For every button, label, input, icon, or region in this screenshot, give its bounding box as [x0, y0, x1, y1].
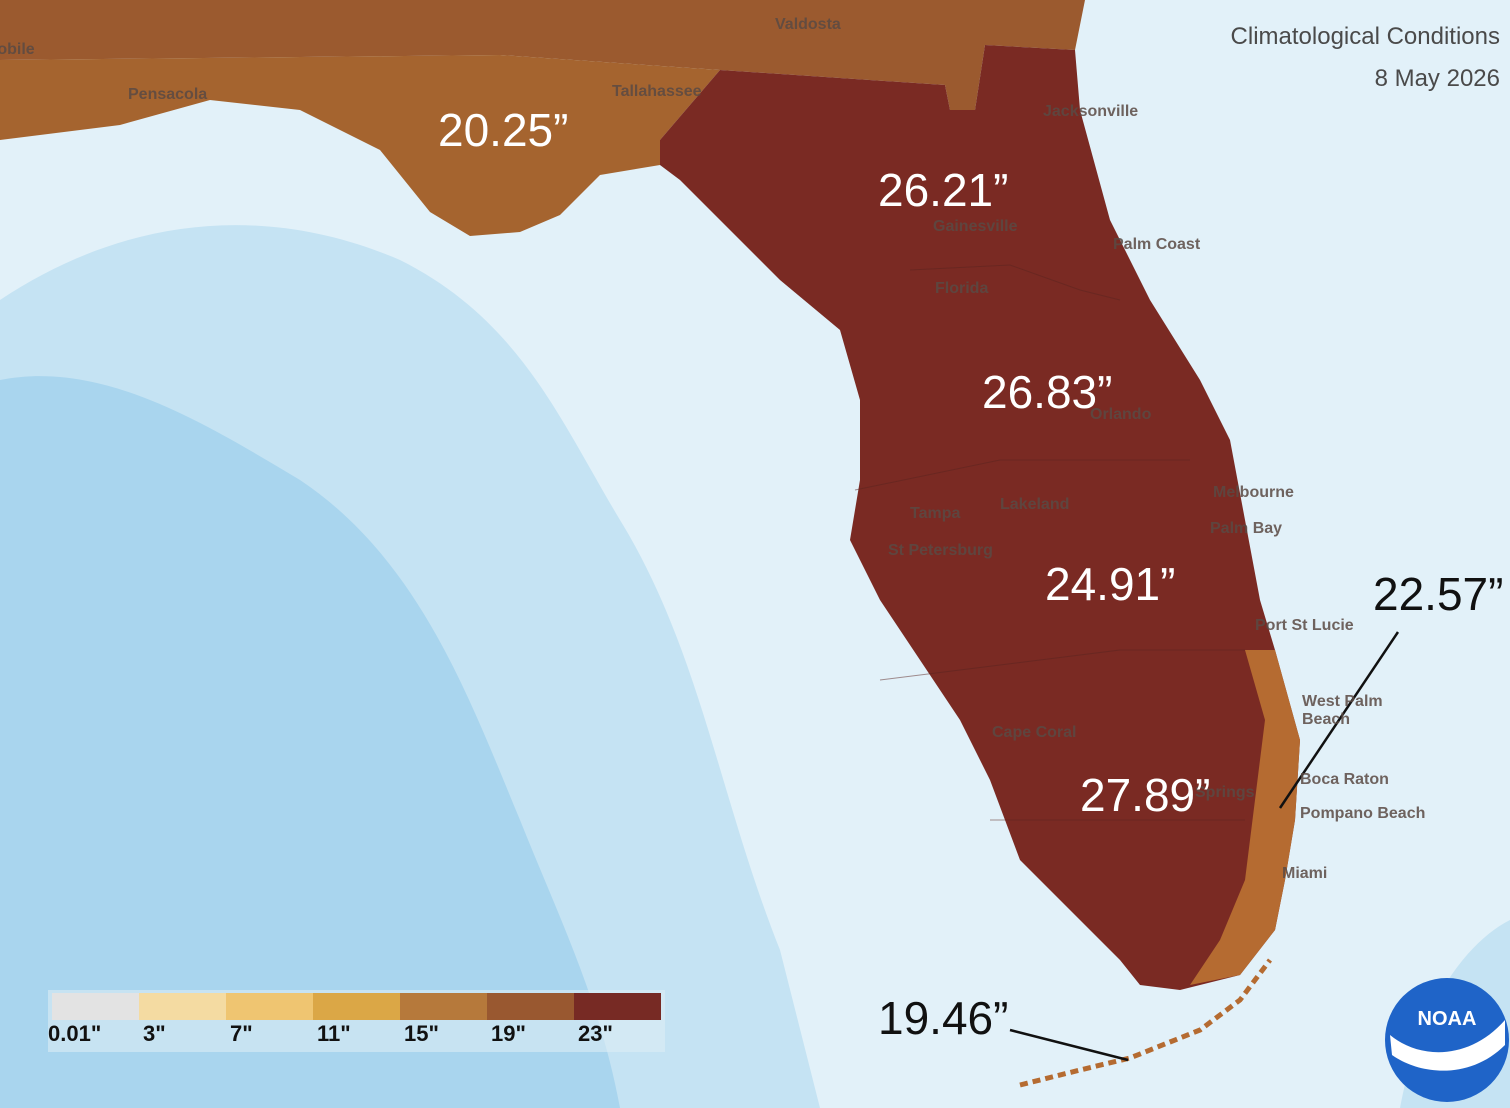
- legend-swatch: [52, 993, 139, 1020]
- city-label: Florida: [935, 280, 988, 297]
- city-label: Palm Bay: [1210, 520, 1282, 537]
- leader-line: [1278, 631, 1400, 809]
- region-value: 27.89”: [1080, 769, 1210, 821]
- city-label: Pensacola: [128, 86, 207, 103]
- legend-swatch: [139, 993, 226, 1020]
- georgia-alabama: [0, 0, 1085, 110]
- leader-line: [1009, 1028, 1129, 1062]
- legend-label: 23": [578, 1021, 613, 1046]
- logo-wave: [1390, 1020, 1505, 1071]
- legend-swatch: [487, 993, 574, 1020]
- legend-swatch: [313, 993, 400, 1020]
- city-label: Mobile: [0, 41, 35, 58]
- region-value: 22.57”: [1373, 568, 1503, 620]
- legend-swatch: [574, 993, 661, 1020]
- florida-keys: [1019, 958, 1272, 1088]
- legend-label: 15": [404, 1021, 439, 1046]
- city-labels: Mobile Pensacola Tallahassee Valdosta Ja…: [0, 16, 1425, 882]
- city-label: Miami: [1282, 865, 1327, 882]
- city-label: Tallahassee: [612, 83, 702, 100]
- city-label: Beach: [1302, 711, 1350, 728]
- region-value: 24.91”: [1045, 558, 1175, 610]
- region-value: 26.83”: [982, 366, 1112, 418]
- legend-label: 3": [143, 1021, 166, 1046]
- region-value: 19.46”: [878, 992, 1008, 1044]
- city-label: Valdosta: [775, 16, 841, 33]
- logo-text: NOAA: [1418, 1008, 1477, 1030]
- logo: [1385, 978, 1509, 1102]
- peninsula: [660, 45, 1300, 990]
- legend-swatch: [226, 993, 313, 1020]
- city-label: West Palm: [1302, 693, 1383, 710]
- city-label: Orlando: [1090, 406, 1152, 423]
- city-label: St Petersburg: [888, 542, 993, 559]
- legend-label: 0.01": [48, 1021, 101, 1046]
- legend-label: 19": [491, 1021, 526, 1046]
- region-value: 26.21”: [878, 164, 1008, 216]
- legend: 0.01" 3" 7" 11" 15" 19" 23": [48, 993, 661, 1046]
- southeast-coast: [1190, 650, 1300, 985]
- city-label: Lakeland: [1000, 496, 1069, 513]
- city-label: Jacksonville: [1043, 103, 1138, 120]
- map-date: 8 May 2026: [1375, 65, 1500, 92]
- city-label: Springs: [1195, 784, 1255, 801]
- legend-label: 7": [230, 1021, 253, 1046]
- city-label: Boca Raton: [1300, 771, 1389, 788]
- panhandle: [0, 55, 720, 236]
- city-label: Pompano Beach: [1300, 805, 1425, 822]
- county-lines: [854, 264, 1245, 821]
- map-title: Climatological Conditions: [1231, 23, 1500, 50]
- city-label: Gainesville: [933, 218, 1018, 235]
- legend-swatch: [400, 993, 487, 1020]
- city-label: Melbourne: [1213, 484, 1294, 501]
- ocean-deep: [0, 376, 620, 1108]
- legend-label: 11": [317, 1021, 351, 1046]
- city-label: Tampa: [910, 505, 960, 522]
- city-label: Port St Lucie: [1255, 617, 1354, 634]
- region-value: 20.25”: [438, 104, 568, 156]
- city-label: Cape Coral: [992, 724, 1076, 741]
- city-label: Palm Coast: [1113, 236, 1201, 253]
